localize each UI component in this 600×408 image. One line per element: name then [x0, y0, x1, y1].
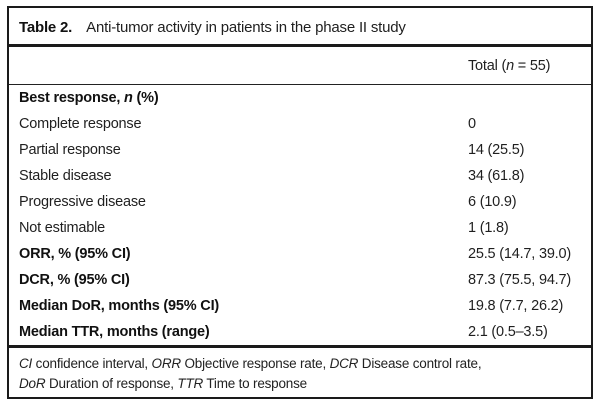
row-label: Not estimable: [19, 220, 106, 236]
table-row-orr: ORR, % (95% CI) 25.5 (14.7, 39.0): [9, 241, 591, 267]
footnote-line-1: CI confidence interval, ORR Objective re…: [19, 354, 581, 374]
table-number-label: Table 2.: [19, 18, 73, 36]
row-label-post: (%): [132, 90, 159, 106]
row-value: 34 (61.8): [468, 168, 525, 184]
row-value: 87.3 (75.5, 94.7): [468, 272, 572, 288]
row-label: Median TTR, months (range): [19, 324, 210, 340]
row-value: 2.1 (0.5–3.5): [468, 324, 548, 340]
table-title: Anti-tumor activity in patients in the p…: [86, 18, 406, 36]
footnote-line-2: DoR Duration of response, TTR Time to re…: [19, 374, 581, 394]
row-label: Complete response: [19, 116, 142, 132]
abbr-ttr: TTR: [177, 376, 204, 391]
table-row-partial-response: Partial response 14 (25.5): [9, 137, 591, 163]
footnote-text: confidence interval,: [32, 356, 152, 371]
table-row-dcr: DCR, % (95% CI) 87.3 (75.5, 94.7): [9, 267, 591, 293]
table-card: Table 2. Anti-tumor activity in patients…: [7, 6, 593, 399]
row-label-n: n: [124, 90, 133, 106]
row-label: Stable disease: [19, 168, 112, 184]
column-header-total-pre: Total (: [468, 57, 507, 74]
abbr-orr: ORR: [151, 356, 182, 371]
abbr-dor: DoR: [19, 376, 46, 391]
row-label: Partial response: [19, 142, 121, 158]
row-label: Median DoR, months (95% CI): [19, 298, 220, 314]
footnote-text: Disease control rate,: [358, 356, 482, 371]
table-row-progressive-disease: Progressive disease 6 (10.9): [9, 189, 591, 215]
table-row-not-estimable: Not estimable 1 (1.8): [9, 215, 591, 241]
row-label: DCR, % (95% CI): [19, 272, 130, 288]
column-header-row: Total (n = 55): [9, 47, 591, 85]
row-label-pre: Best response,: [19, 90, 124, 106]
table-body: Best response, n (%) Complete response 0…: [9, 85, 591, 348]
footnote-text: Objective response rate,: [180, 356, 330, 371]
column-header-total-n: n: [506, 57, 514, 74]
table-footnote: CI confidence interval, ORR Objective re…: [9, 348, 591, 394]
row-value: 25.5 (14.7, 39.0): [468, 246, 572, 262]
row-value: 0: [468, 116, 476, 132]
table-caption: Table 2. Anti-tumor activity in patients…: [9, 8, 591, 47]
table-row-median-dor: Median DoR, months (95% CI) 19.8 (7.7, 2…: [9, 293, 591, 319]
abbr-ci: CI: [19, 356, 33, 371]
row-value: 6 (10.9): [468, 194, 517, 210]
row-value: 14 (25.5): [468, 142, 525, 158]
abbr-dcr: DCR: [329, 356, 359, 371]
row-label: ORR, % (95% CI): [19, 246, 131, 262]
table-row-best-response: Best response, n (%): [9, 85, 591, 111]
footnote-text: Duration of response,: [45, 376, 178, 391]
table-row-complete-response: Complete response 0: [9, 111, 591, 137]
table-row-stable-disease: Stable disease 34 (61.8): [9, 163, 591, 189]
table-row-median-ttr: Median TTR, months (range) 2.1 (0.5–3.5): [9, 319, 591, 345]
row-value: 19.8 (7.7, 26.2): [468, 298, 564, 314]
footnote-text: Time to response: [203, 376, 307, 391]
row-label: Best response, n (%): [19, 90, 468, 106]
row-label: Progressive disease: [19, 194, 146, 210]
column-header-total: Total (n = 55): [468, 58, 581, 74]
column-header-total-post: = 55): [513, 57, 551, 74]
row-value: 1 (1.8): [468, 220, 509, 236]
